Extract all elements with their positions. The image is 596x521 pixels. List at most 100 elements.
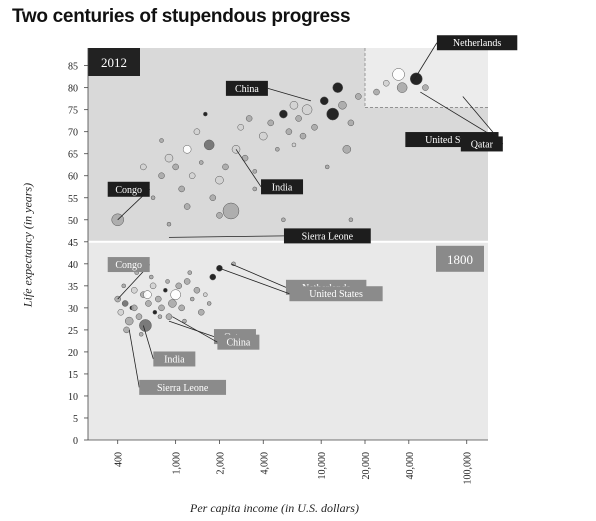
bubble-1800 — [143, 290, 152, 299]
bubble-2012 — [183, 203, 191, 210]
bubble-2012 — [392, 68, 405, 81]
bubble-1800 — [124, 316, 134, 326]
bubble-2012 — [285, 128, 293, 135]
bubble-2012 — [172, 163, 179, 171]
bubble-1800 — [165, 313, 173, 320]
y-tick-label: 55 — [68, 194, 78, 205]
bubble-2012 — [237, 124, 244, 131]
bubble-1800 — [163, 287, 168, 293]
bubble-2012 — [383, 79, 390, 87]
leader-line — [168, 235, 284, 238]
bubble-1800 — [183, 278, 191, 285]
bubble-2012 — [422, 84, 429, 91]
bubble-2012 — [252, 186, 258, 192]
bubble-1800 — [209, 273, 217, 281]
leader-line — [235, 149, 262, 188]
country-label: Congo — [115, 185, 142, 196]
y-tick-label: 10 — [68, 392, 78, 403]
bubble-2012 — [299, 132, 307, 140]
y-tick-label: 80 — [68, 84, 78, 95]
leader-line — [411, 42, 438, 84]
y-tick-label: 5 — [73, 414, 78, 425]
bubble-2012 — [150, 195, 156, 201]
leader-line — [219, 267, 290, 295]
bubble-2012 — [275, 147, 280, 152]
y-tick-label: 50 — [68, 216, 78, 227]
y-tick-label: 0 — [73, 436, 78, 447]
y-tick-label: 60 — [68, 172, 78, 183]
bubble-2012 — [279, 109, 288, 119]
bubble-1800 — [131, 286, 138, 294]
chart-title: Two centuries of stupendous progress — [12, 6, 351, 27]
bubble-1800 — [170, 289, 181, 300]
bubble-1800 — [149, 282, 157, 290]
y-tick-label: 20 — [68, 348, 78, 359]
bubble-2012 — [267, 119, 274, 127]
bubble-2012 — [326, 107, 339, 121]
y-tick-label: 15 — [68, 370, 78, 381]
bubble-1800 — [152, 310, 158, 315]
bubble-2012 — [158, 172, 165, 179]
country-label-box — [436, 35, 518, 51]
country-label: China — [226, 338, 250, 349]
bubble-2012 — [291, 142, 297, 148]
country-label-box — [217, 334, 260, 350]
country-label: Qatar — [471, 139, 494, 150]
country-label: Sierra Leone — [302, 231, 354, 242]
bubble-2012 — [140, 163, 147, 171]
y-tick-label: 65 — [68, 150, 78, 161]
bubble-1800 — [187, 270, 192, 275]
bubble-2012 — [245, 115, 253, 122]
bubble-1800 — [203, 292, 208, 297]
bubble-2012 — [410, 72, 423, 86]
bubble-2012 — [355, 93, 362, 100]
bubble-1800 — [117, 309, 125, 316]
x-tick-label: 100,000 — [463, 452, 474, 485]
country-label: Congo — [115, 260, 142, 271]
bubble-1800 — [168, 299, 177, 308]
country-label-box — [460, 136, 503, 152]
bubble-2012 — [320, 96, 329, 106]
bubble-2012 — [396, 82, 408, 93]
bubble-1800 — [189, 296, 195, 302]
bubble-1800 — [198, 309, 205, 316]
y-tick-label: 25 — [68, 326, 78, 337]
bubble-1800 — [139, 319, 152, 332]
bubble-1800 — [193, 286, 201, 294]
country-label: India — [272, 182, 293, 193]
country-label-box — [289, 286, 383, 302]
bubble-1800 — [145, 300, 152, 307]
bubble-1800 — [178, 304, 185, 312]
bubble-2012 — [188, 172, 196, 179]
country-label: United States — [309, 289, 363, 300]
x-tick-label: 4,000 — [259, 452, 270, 475]
leader-line — [267, 87, 312, 102]
bubble-1800 — [123, 326, 130, 334]
bubble-2012 — [209, 194, 217, 202]
bubble-2012 — [216, 212, 223, 219]
country-label: China — [235, 84, 259, 95]
bubble-2012 — [178, 185, 185, 193]
y-tick-label: 75 — [68, 106, 78, 117]
y-axis-title: Life expectancy (in years) — [20, 182, 35, 308]
bubble-1800 — [155, 295, 162, 303]
country-label: India — [164, 354, 185, 365]
bubble-1800 — [121, 300, 129, 307]
country-label: United States — [425, 135, 479, 146]
country-label-box — [107, 257, 150, 273]
bubble-2012 — [166, 221, 172, 227]
country-label: Sierra Leone — [157, 383, 209, 394]
bubble-2012 — [222, 163, 229, 171]
leader-line — [420, 91, 499, 140]
y-tick-label: 70 — [68, 128, 78, 139]
bubble-2012 — [332, 82, 344, 93]
bubble-2012 — [259, 131, 268, 141]
bubble-1800 — [138, 332, 144, 337]
bubble-2012 — [215, 175, 224, 185]
x-tick-label: 400 — [114, 452, 125, 467]
bubble-2012 — [342, 145, 352, 154]
bubble-2012 — [347, 119, 355, 127]
x-tick-label: 2,000 — [215, 452, 226, 475]
bubble-2012 — [301, 104, 313, 115]
bubble-1800 — [149, 274, 154, 280]
